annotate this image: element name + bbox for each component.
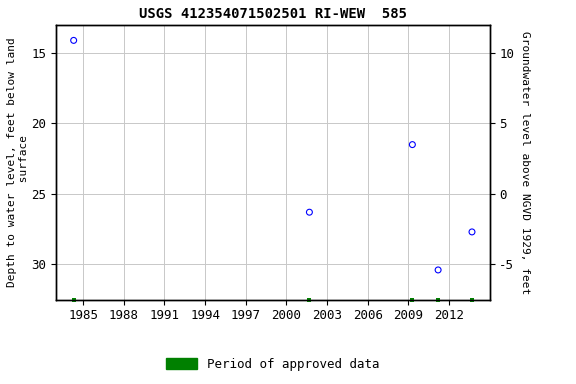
Point	[434, 267, 443, 273]
Point	[69, 37, 78, 43]
Title: USGS 412354071502501 RI-WEW  585: USGS 412354071502501 RI-WEW 585	[139, 7, 407, 21]
Legend: Period of approved data: Period of approved data	[161, 353, 385, 376]
Y-axis label: Groundwater level above NGVD 1929, feet: Groundwater level above NGVD 1929, feet	[520, 31, 530, 294]
Point	[467, 229, 476, 235]
Y-axis label: Depth to water level, feet below land
 surface: Depth to water level, feet below land su…	[7, 37, 29, 287]
Point	[408, 142, 417, 148]
Point	[305, 209, 314, 215]
